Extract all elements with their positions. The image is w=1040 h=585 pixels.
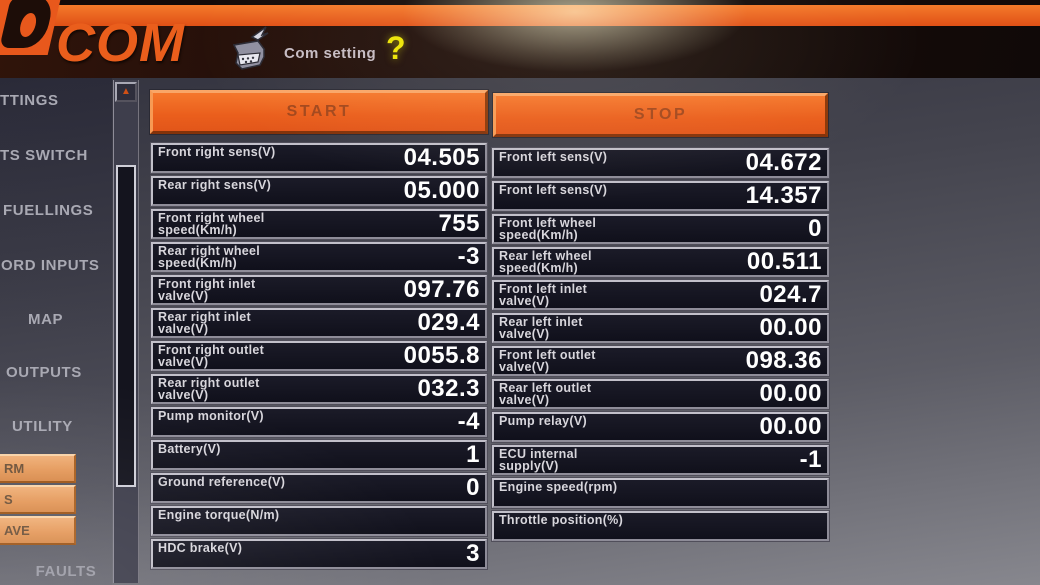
field-value: 04.505 [403,144,480,171]
readout-rear-right-outlet-valve: Rear right outlet valve(V) 032.3 [151,374,487,404]
field-label: Rear left outlet valve(V) [499,381,592,407]
field-value: 00.00 [759,314,822,341]
readout-rear-right-wheel-speed: Rear right wheel speed(Km/h) -3 [151,242,487,272]
field-value: 098.36 [745,347,822,374]
field-label: Front right sens(V) [158,145,276,159]
readout-column-left-side-sensors: Front left sens(V) 04.672 Front left sens… [492,148,829,541]
readout-front-left-outlet-valve: Front left outlet valve(V) 098.36 [492,346,829,376]
sidebar-item-utility[interactable]: UTILITY [12,418,73,435]
field-label: Engine speed(rpm) [499,480,618,494]
field-label: Front right inlet valve(V) [158,277,256,303]
field-label: Engine torque(N/m) [158,508,280,522]
scroll-up-icon[interactable]: ▲ [115,82,137,102]
field-value: 0 [466,474,480,501]
field-value: -3 [457,243,480,270]
com-port-icon[interactable] [222,25,272,80]
readout-rear-right-sens: Rear right sens(V) 05.000 [151,176,487,206]
readout-front-left-sens: Front left sens(V) 04.672 [492,148,829,178]
sidebar-item-outputs[interactable]: OUTPUTS [6,364,82,381]
field-label: ECU internal supply(V) [499,447,578,473]
readout-pump-monitor: Pump monitor(V) -4 [151,407,487,437]
sidebar-item-switch[interactable]: TS SWITCH [0,147,88,164]
field-value: 0 [808,215,822,242]
app-logo-text: COM [56,13,185,73]
logo-mark [0,0,61,55]
readout-engine-torque: Engine torque(N/m) [151,506,487,536]
readout-front-left-sens-2: Front left sens(V) 14.357 [492,181,829,211]
field-label: Front left sens(V) [499,150,608,164]
field-label: Front left inlet valve(V) [499,282,588,308]
readout-rear-left-outlet-valve: Rear left outlet valve(V) 00.00 [492,379,829,409]
field-label: Throttle position(%) [499,513,624,527]
field-label: Rear right wheel speed(Km/h) [158,244,261,270]
readout-engine-speed: Engine speed(rpm) [492,478,829,508]
start-button[interactable]: START [150,90,488,134]
readout-pump-relay: Pump relay(V) 00.00 [492,412,829,442]
readout-hdc-brake: HDC brake(V) 3 [151,539,487,569]
sidebar-item-fuellings[interactable]: FUELLINGS [3,202,94,219]
sidebar-button-alarm[interactable]: RM [0,454,76,483]
readout-rear-right-inlet-valve: Rear right inlet valve(V) 029.4 [151,308,487,338]
field-value: 00.511 [746,248,822,275]
readout-front-right-wheel-speed: Front right wheel speed(Km/h) 755 [151,209,487,239]
header-bar: COM Com setting ? [0,0,1040,78]
field-value: 3 [466,540,480,567]
readout-battery: Battery(V) 1 [151,440,487,470]
field-label: Ground reference(V) [158,475,286,489]
readout-ecu-internal-supply: ECU internal supply(V) -1 [492,445,829,475]
field-label: Battery(V) [158,442,221,456]
sidebar-button-graphs[interactable]: S [0,485,76,514]
readout-column-right-side-sensors: Front right sens(V) 04.505 Rear right sen… [151,143,487,569]
field-value: -1 [799,446,822,473]
readout-front-left-inlet-valve: Front left inlet valve(V) 024.7 [492,280,829,310]
field-value: -4 [457,408,480,435]
sidebar-item-record-inputs[interactable]: ORD INPUTS [1,257,100,274]
field-label: Pump relay(V) [499,414,587,428]
sidebar-item-map[interactable]: MAP [28,311,64,328]
field-value: 024.7 [759,281,822,308]
field-label: Front left wheel speed(Km/h) [499,216,597,242]
field-value: 097.76 [403,276,480,303]
field-value: 14.357 [745,182,822,209]
field-label: HDC brake(V) [158,541,243,555]
field-value: 0055.8 [403,342,480,369]
readout-ground-reference: Ground reference(V) 0 [151,473,487,503]
scrollbar-thumb[interactable] [116,165,136,487]
sidebar-nav: TTINGS TS SWITCH FUELLINGS ORD INPUTS MA… [0,78,112,585]
field-value: 032.3 [417,375,480,402]
readout-front-right-outlet-valve: Front right outlet valve(V) 0055.8 [151,341,487,371]
readout-throttle-position: Throttle position(%) [492,511,829,541]
stop-button[interactable]: STOP [493,93,828,137]
field-label: Front left outlet valve(V) [499,348,596,374]
field-label: Pump monitor(V) [158,409,264,423]
field-value: 755 [438,210,480,237]
readout-rear-left-inlet-valve: Rear left inlet valve(V) 00.00 [492,313,829,343]
field-label: Front right outlet valve(V) [158,343,265,369]
readout-rear-left-wheel-speed: Rear left wheel speed(Km/h) 00.511 [492,247,829,277]
readout-front-right-sens: Front right sens(V) 04.505 [151,143,487,173]
field-label: Rear right sens(V) [158,178,272,192]
field-value: 04.672 [745,149,822,176]
sidebar-item-settings[interactable]: TTINGS [0,92,59,109]
field-value: 1 [466,441,480,468]
vertical-scrollbar[interactable]: ▲ [113,80,139,583]
main-panel: START STOP Front right sens(V) 04.505 Rea… [148,88,838,585]
help-icon[interactable]: ? [386,30,406,66]
field-label: Front left sens(V) [499,183,608,197]
readout-front-left-wheel-speed: Front left wheel speed(Km/h) 0 [492,214,829,244]
field-label: Rear right outlet valve(V) [158,376,260,402]
field-value: 00.00 [759,413,822,440]
sidebar-button-save[interactable]: AVE [0,516,76,545]
field-label: Rear right inlet valve(V) [158,310,252,336]
field-value: 00.00 [759,380,822,407]
field-label: Front right wheel speed(Km/h) [158,211,265,237]
com-setting-label: Com setting [284,45,377,62]
field-label: Rear left wheel speed(Km/h) [499,249,592,275]
field-label: Rear left inlet valve(V) [499,315,583,341]
readout-front-right-inlet-valve: Front right inlet valve(V) 097.76 [151,275,487,305]
field-value: 05.000 [403,177,480,204]
field-value: 029.4 [417,309,480,336]
